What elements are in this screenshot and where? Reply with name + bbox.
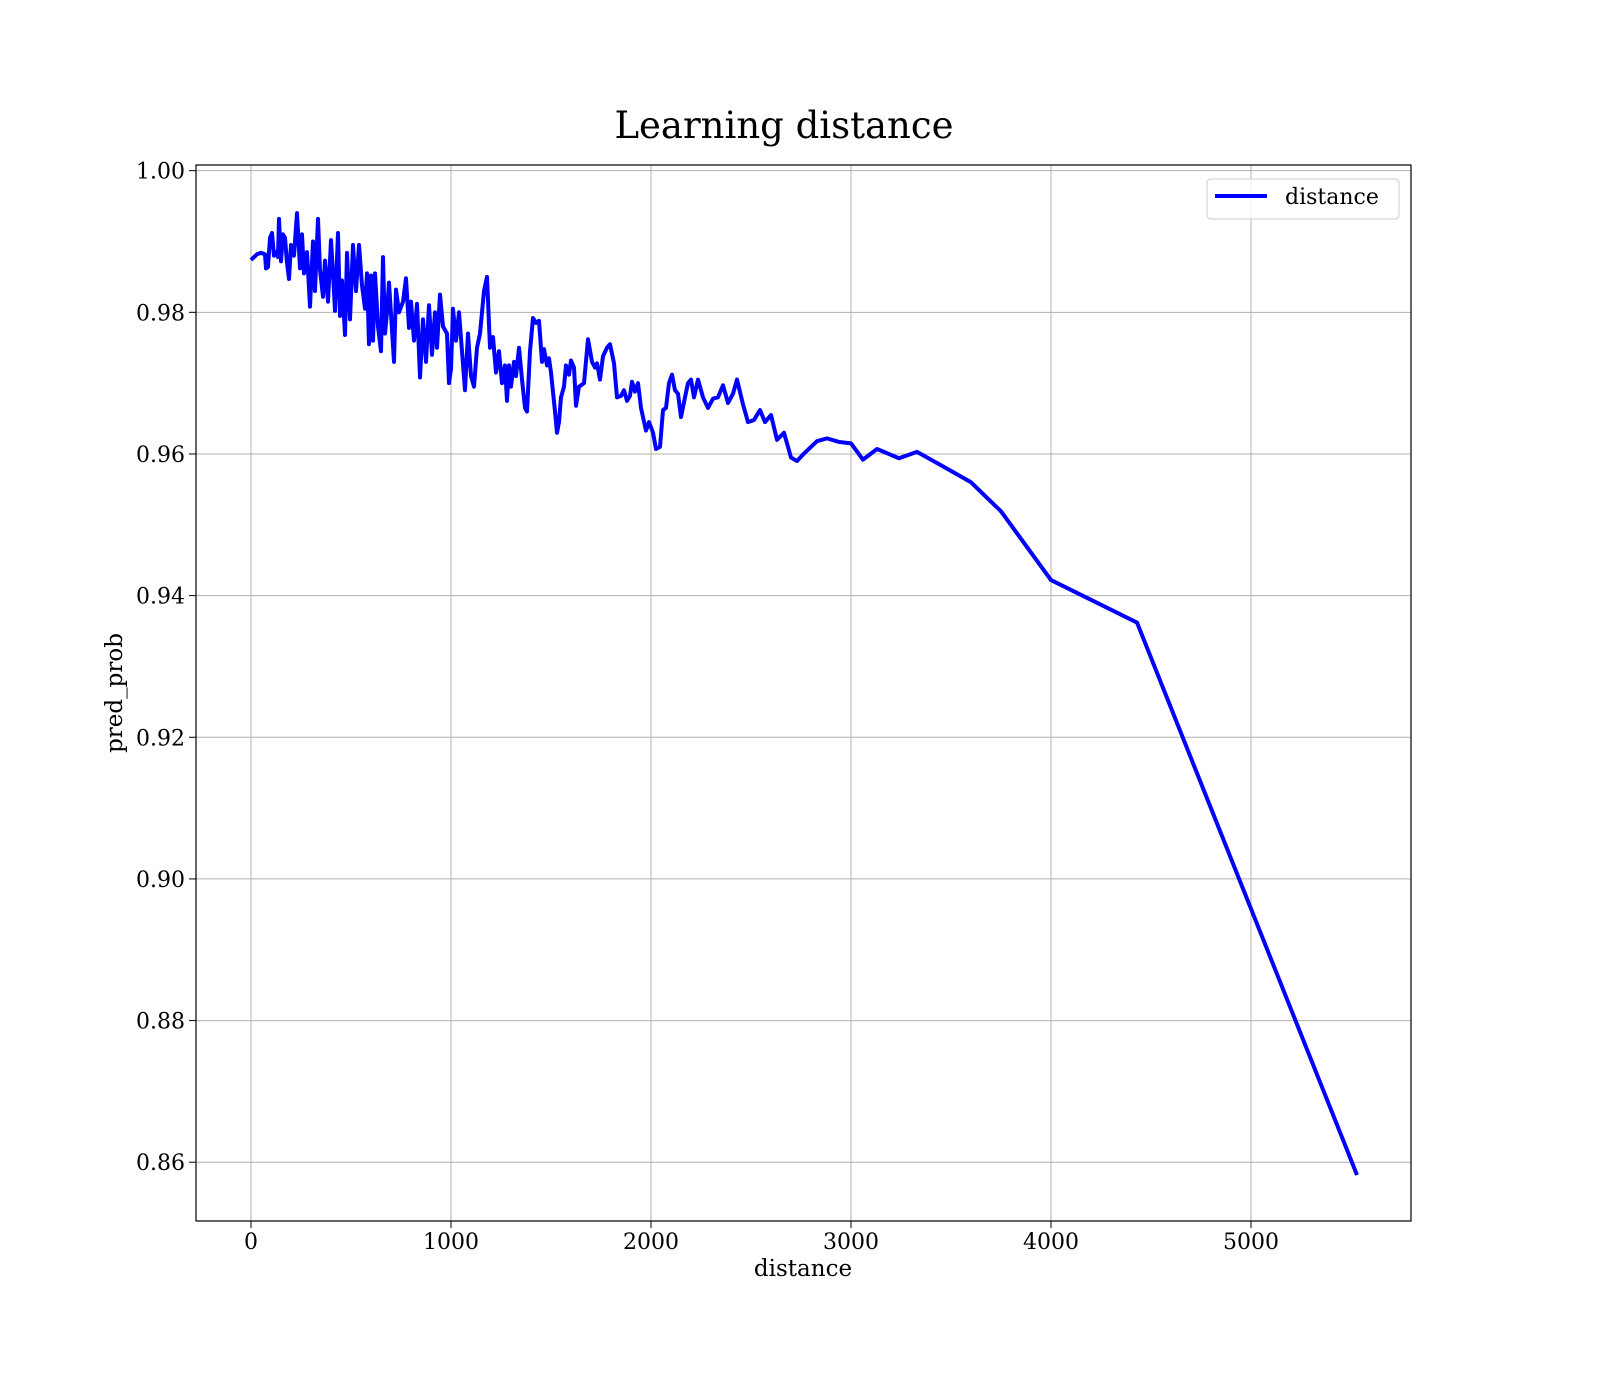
x-tick-label: 5000: [1223, 1230, 1279, 1255]
plot-frame: [195, 164, 1412, 1222]
line-series: [249, 211, 1359, 1176]
legend-box: [1206, 178, 1400, 220]
y-tick-label: 1.00: [136, 160, 185, 185]
chart-title: Learning distance: [614, 104, 953, 147]
y-tick-label: 0.96: [136, 443, 185, 468]
y-tick-label: 0.88: [136, 1010, 185, 1035]
x-tick-label: 0: [244, 1230, 258, 1255]
x-tick-label: 4000: [1023, 1230, 1079, 1255]
y-axis-label: pred_prob: [102, 633, 128, 753]
y-tick-label: 0.86: [136, 1151, 185, 1176]
x-tick-label: 2000: [623, 1230, 679, 1255]
x-axis-label: distance: [754, 1256, 852, 1282]
y-tick-label: 0.98: [136, 301, 185, 326]
x-tick-label: 1000: [423, 1230, 479, 1255]
y-tick-label: 0.94: [136, 585, 185, 610]
y-tick-label: 0.92: [136, 726, 185, 751]
y-tick-label: 0.90: [136, 868, 185, 893]
x-tick-label: 3000: [823, 1230, 879, 1255]
legend-label: distance: [1285, 185, 1379, 210]
